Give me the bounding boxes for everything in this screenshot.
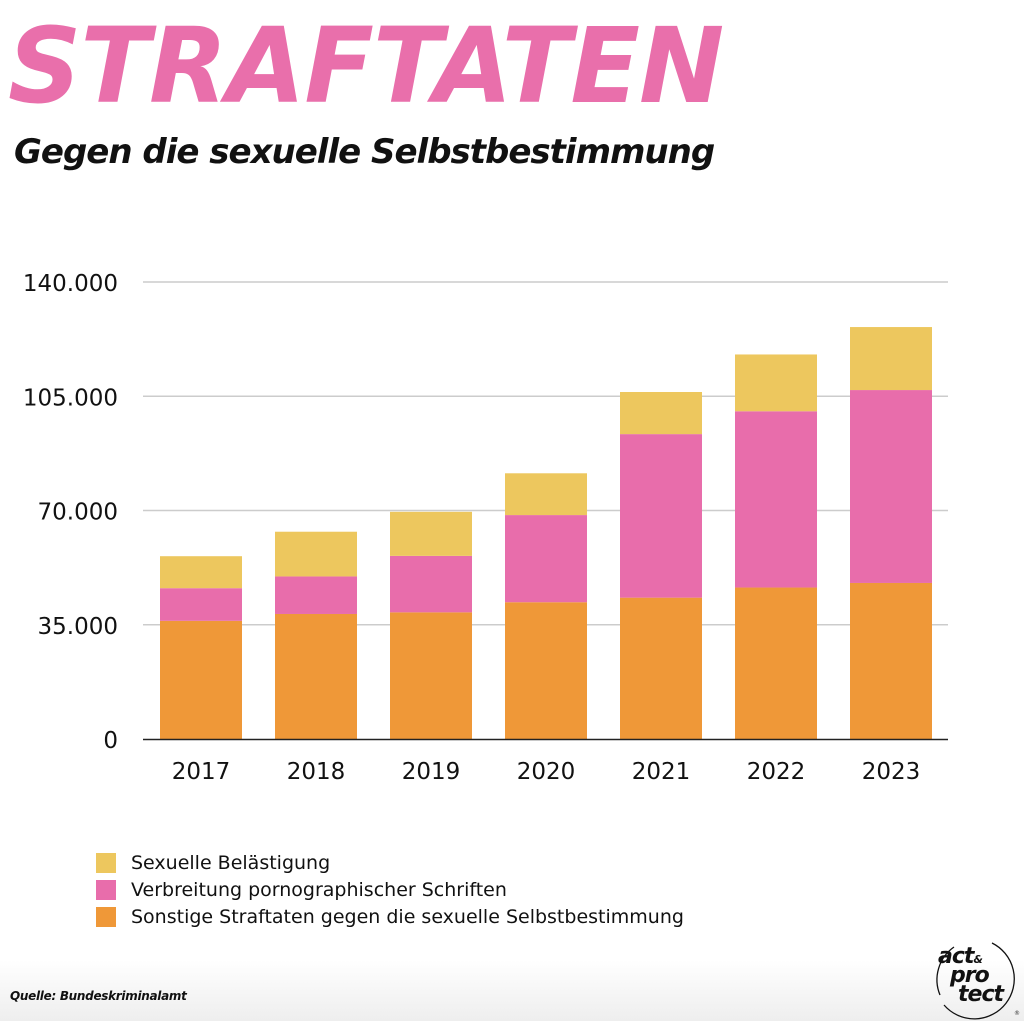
- logo-text-act: act&: [938, 944, 983, 969]
- bar-segment: [275, 531, 357, 577]
- x-tick-label: 2019: [402, 759, 461, 785]
- legend: Sexuelle Belästigung Verbreitung pornogr…: [96, 849, 684, 930]
- logo-amp: &: [973, 953, 983, 966]
- y-tick-label: 70.000: [38, 500, 118, 526]
- x-tick-label: 2021: [632, 759, 691, 785]
- legend-item-sonstige: Sonstige Straftaten gegen die sexuelle S…: [96, 903, 684, 930]
- legend-item-verbreitung: Verbreitung pornographischer Schriften: [96, 876, 684, 903]
- y-tick-label: 35.000: [38, 614, 118, 640]
- bar-segment: [850, 390, 932, 583]
- y-tick-label: 105.000: [23, 385, 118, 411]
- bar-segment: [390, 511, 472, 556]
- logo-text-tect: tect: [958, 982, 1004, 1007]
- legend-swatch: [96, 852, 116, 873]
- bar-segment: [620, 434, 702, 598]
- y-axis-tick-labels: 0 35.000 70.000 105.000 140.000: [23, 271, 118, 754]
- x-tick-label: 2017: [172, 759, 231, 785]
- logo-circle-icon: [936, 942, 1015, 1020]
- registered-mark: ®: [1014, 1010, 1020, 1017]
- bar-segment: [275, 576, 357, 614]
- legend-item-sexuelle-belaestigung: Sexuelle Belästigung: [96, 849, 684, 876]
- logo-act: act: [938, 944, 974, 969]
- bar-segment: [620, 392, 702, 435]
- page-title: STRAFTATEN: [8, 5, 724, 127]
- bar-segment: [735, 354, 817, 412]
- legend-label: Sexuelle Belästigung: [131, 851, 331, 874]
- y-tick-label: 0: [103, 728, 118, 754]
- stacked-bar-chart: 0 35.000 70.000 105.000 140.000 2017 2018 2019…: [23, 271, 948, 785]
- x-tick-label: 2022: [747, 759, 806, 785]
- source-note: Quelle: Bundeskriminalamt: [10, 989, 187, 1003]
- bar-segment: [735, 587, 817, 739]
- bar-segment: [505, 602, 587, 739]
- bar-segment: [275, 613, 357, 739]
- logo-text-pro: pro: [950, 963, 990, 988]
- legend-label: Sonstige Straftaten gegen die sexuelle S…: [131, 905, 684, 928]
- x-tick-label: 2018: [287, 759, 346, 785]
- bar-segment: [160, 588, 242, 621]
- bar-segment: [390, 612, 472, 739]
- bar-segment: [850, 327, 932, 391]
- bar-segment: [505, 473, 587, 516]
- act-and-protect-logo: act& pro tect ®: [930, 935, 1022, 1021]
- bar-segment: [160, 556, 242, 589]
- page-subtitle: Gegen die sexuelle Selbstbestimmung: [14, 132, 715, 172]
- x-axis-tick-labels: 2017 2018 2019 2020 2021 2022 2023: [172, 759, 921, 785]
- y-tick-label: 140.000: [23, 271, 118, 297]
- legend-swatch: [96, 906, 116, 927]
- bar-segment: [620, 597, 702, 739]
- bars: [160, 327, 932, 739]
- x-tick-label: 2023: [862, 759, 921, 785]
- bar-segment: [735, 411, 817, 588]
- x-tick-label: 2020: [517, 759, 576, 785]
- legend-label: Verbreitung pornographischer Schriften: [131, 878, 507, 901]
- bar-segment: [505, 515, 587, 603]
- bar-segment: [850, 582, 932, 739]
- legend-swatch: [96, 879, 116, 900]
- bar-segment: [390, 555, 472, 613]
- bar-segment: [160, 620, 242, 739]
